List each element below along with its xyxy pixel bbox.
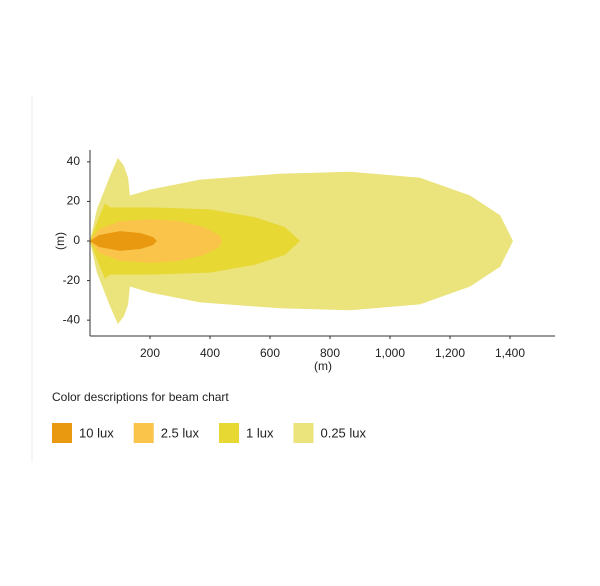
x-tick-label: 600 bbox=[260, 346, 280, 360]
x-axis-label: (m) bbox=[314, 359, 332, 373]
legend: 10 lux 2.5 lux 1 lux 0.25 lux bbox=[52, 423, 367, 443]
legend-swatch bbox=[219, 423, 240, 443]
y-tick-label: 20 bbox=[67, 194, 81, 208]
y-tick-label: -40 bbox=[63, 312, 81, 326]
y-tick-label: 0 bbox=[73, 233, 80, 247]
y-axis-label: (m) bbox=[53, 232, 67, 250]
legend-label: 2.5 lux bbox=[161, 425, 200, 440]
y-tick-label: 40 bbox=[67, 154, 81, 168]
legend-label: 1 lux bbox=[246, 425, 274, 440]
x-tick-label: 800 bbox=[320, 346, 340, 360]
legend-swatch bbox=[52, 423, 72, 443]
legend-swatch bbox=[133, 423, 154, 443]
x-tick-label: 1,200 bbox=[435, 346, 465, 360]
y-tick-label: -20 bbox=[63, 273, 81, 287]
x-tick-label: 400 bbox=[200, 346, 220, 360]
legend-title: Color descriptions for beam chart bbox=[52, 390, 229, 404]
legend-swatch bbox=[293, 423, 314, 443]
x-tick-label: 1,000 bbox=[375, 346, 405, 360]
beam-zone bbox=[90, 231, 157, 251]
legend-label: 10 lux bbox=[79, 425, 114, 440]
beam-zone bbox=[90, 157, 513, 325]
x-tick-label: 1,400 bbox=[495, 346, 525, 360]
x-tick-label: 200 bbox=[140, 346, 160, 360]
legend-label: 0.25 lux bbox=[320, 425, 366, 440]
